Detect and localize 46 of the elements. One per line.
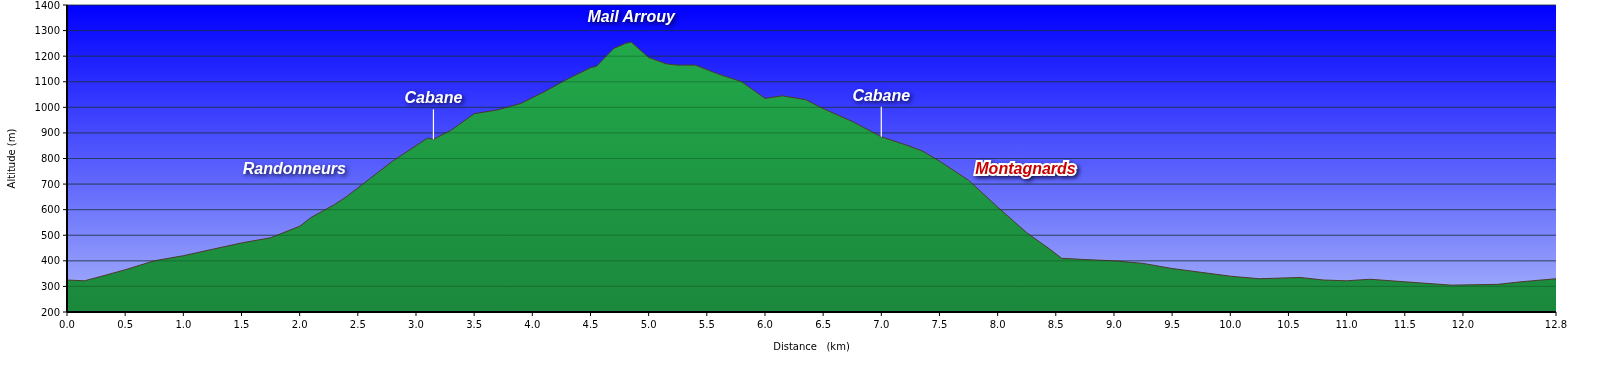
- x-tick-label: 9.0: [1106, 319, 1122, 330]
- x-tick-label: 10.0: [1219, 319, 1242, 330]
- y-tick-label: 1300: [34, 25, 60, 37]
- y-tick-label: 1100: [34, 76, 60, 88]
- y-tick-label: 900: [40, 127, 60, 139]
- x-tick-label: 12.0: [1451, 319, 1475, 330]
- x-tick-label: 4.0: [524, 319, 541, 330]
- x-tick-label: 7.5: [931, 319, 948, 330]
- x-tick-label: 11.0: [1335, 319, 1358, 330]
- y-tick-label: 1200: [34, 50, 60, 62]
- x-tick-label: 7.0: [873, 319, 890, 330]
- x-tick-label: 2.5: [349, 319, 366, 330]
- x-tick-label: 11.5: [1393, 319, 1416, 330]
- x-tick-label: 6.5: [815, 319, 832, 330]
- y-tick-label: 400: [40, 255, 60, 267]
- x-tick-label: 0.0: [59, 319, 75, 330]
- x-tick-label: 5.0: [640, 319, 657, 330]
- y-tick-label: 1400: [34, 0, 60, 11]
- x-tick-label: 1.5: [233, 319, 250, 330]
- x-tick-label: 3.5: [466, 319, 483, 330]
- y-tick-label: 500: [40, 229, 60, 241]
- y-tick-label: 1000: [34, 101, 60, 113]
- annotation: Mail Arrouy: [587, 8, 676, 26]
- annotation: Cabane: [852, 86, 911, 104]
- x-tick-label: 4.5: [582, 319, 599, 330]
- x-tick-label: 8.0: [989, 319, 1006, 330]
- y-tick-label: 700: [40, 178, 60, 190]
- x-tick-label: 12.8: [1544, 319, 1568, 330]
- x-axis-title: Distance (km): [773, 341, 850, 352]
- x-tick-label: 9.5: [1164, 319, 1181, 330]
- annotation: Randonneurs: [242, 159, 346, 177]
- annotation: Cabane: [404, 89, 463, 107]
- y-tick-label: 800: [40, 153, 60, 164]
- y-tick-label: 200: [40, 306, 60, 318]
- annotation: Montagnards: [975, 159, 1076, 177]
- x-tick-label: 0.5: [117, 319, 134, 330]
- y-tick-label: 300: [40, 280, 60, 292]
- y-axis-title: Altitude (m): [6, 128, 17, 189]
- x-tick-label: 2.0: [291, 319, 308, 330]
- x-tick-label: 10.5: [1277, 319, 1300, 330]
- y-tick-label: 600: [40, 204, 60, 216]
- x-tick-label: 6.0: [757, 319, 773, 330]
- x-tick-label: 8.5: [1047, 319, 1064, 330]
- x-tick-label: 5.5: [698, 319, 715, 330]
- x-tick-label: 3.0: [408, 319, 424, 330]
- x-tick-label: 1.0: [175, 319, 192, 330]
